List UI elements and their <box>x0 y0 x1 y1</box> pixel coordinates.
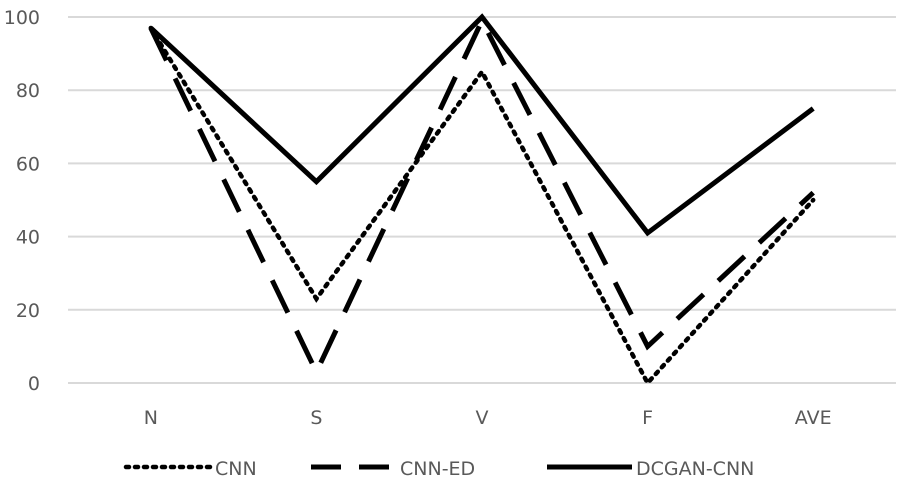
y-tick-label: 40 <box>16 227 40 249</box>
y-axis-ticks: 0 20 40 60 80 100 <box>4 7 40 395</box>
series-line-cnn-ed <box>148 14 815 378</box>
legend: CNN CNN-ED DCGAN-CNN <box>123 458 754 480</box>
y-tick-label: 0 <box>28 373 40 395</box>
y-tick-label: 100 <box>4 7 40 29</box>
y-tick-label: 20 <box>16 300 40 322</box>
series-line-cnn <box>148 25 816 387</box>
x-tick-label: S <box>310 407 322 429</box>
legend-label-dcgan-cnn: DCGAN-CNN <box>636 458 754 480</box>
legend-label-cnn: CNN <box>215 458 257 480</box>
series-line-dcgan-cnn <box>149 13 815 237</box>
series-lines <box>148 13 816 387</box>
x-axis-ticks: N S V F AVE <box>144 407 832 429</box>
y-tick-label: 60 <box>16 153 40 175</box>
y-tick-label: 80 <box>16 80 40 102</box>
x-tick-label: V <box>476 407 489 429</box>
x-tick-label: AVE <box>795 407 832 429</box>
x-tick-label: F <box>642 407 653 429</box>
legend-label-cnn-ed: CNN-ED <box>400 458 475 480</box>
x-tick-label: N <box>144 407 158 429</box>
